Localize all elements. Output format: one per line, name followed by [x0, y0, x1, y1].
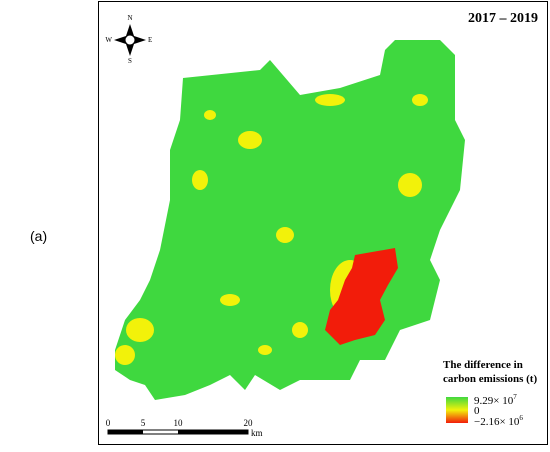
panel-label: (a)	[30, 228, 47, 244]
map	[115, 40, 465, 400]
legend-max-base: 9.29× 10	[474, 395, 514, 407]
scale-bar: 0 5 10 20 km	[106, 418, 263, 438]
scale-label: 5	[141, 418, 146, 428]
scale-unit: km	[251, 428, 263, 438]
legend-title: The difference in	[443, 359, 523, 371]
legend-min: −2.16× 106	[474, 414, 523, 428]
legend-min-base: −2.16× 10	[474, 416, 520, 428]
period-title: 2017 – 2019	[468, 11, 538, 26]
compass-s: S	[128, 57, 132, 65]
scale-label: 10	[174, 418, 184, 428]
compass: N S W E	[105, 14, 152, 65]
legend-max-exp: 7	[513, 393, 517, 401]
legend-mid: 0	[474, 405, 480, 417]
legend-title: carbon emissions (t)	[443, 373, 537, 385]
scale-label: 0	[106, 418, 111, 428]
frame	[98, 1, 548, 445]
legend-max: 9.29× 107	[474, 393, 517, 407]
compass-n: N	[127, 14, 132, 22]
scale-label: 20	[244, 418, 254, 428]
legend: The difference in carbon emissions (t) 9…	[443, 359, 537, 428]
legend-colorbar	[446, 397, 468, 423]
compass-e: E	[148, 36, 152, 44]
compass-w: W	[105, 36, 112, 44]
legend-min-exp: 6	[519, 414, 523, 422]
